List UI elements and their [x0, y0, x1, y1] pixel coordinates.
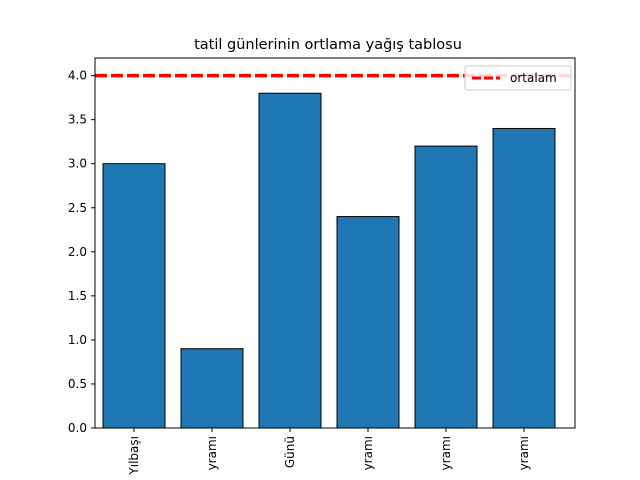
y-tick-label: 2.5 — [68, 201, 87, 215]
y-tick-label: 1.0 — [68, 333, 87, 347]
y-tick-label: 0.0 — [68, 421, 87, 435]
bars-layer — [102, 92, 556, 429]
legend: ortalam — [464, 65, 572, 91]
plot-frame — [94, 57, 576, 429]
y-tick-label: 0.5 — [68, 377, 87, 391]
y-tick-label: 2.0 — [68, 245, 87, 259]
x-tick-label: yramı — [439, 436, 453, 470]
bar — [180, 348, 244, 429]
x-tick-label: Günü — [283, 436, 297, 468]
x-tick-label: yramı — [361, 436, 375, 470]
bar — [336, 216, 400, 429]
bar — [414, 145, 478, 429]
bar — [492, 127, 556, 429]
legend-label: ortalam — [510, 71, 557, 85]
x-axis: Yılbaşı yramı Günü yramı yramı yramı — [127, 428, 531, 476]
y-tick-label: 3.0 — [68, 157, 87, 171]
y-axis: 0.0 0.5 1.0 1.5 2.0 2.5 3.0 3.5 4.0 — [68, 69, 95, 435]
y-tick-label: 3.5 — [68, 113, 87, 127]
x-tick-label: Yılbaşı — [127, 436, 141, 476]
y-tick-label: 4.0 — [68, 69, 87, 83]
x-tick-label: yramı — [517, 436, 531, 470]
legend-box — [464, 65, 572, 91]
y-tick-label: 1.5 — [68, 289, 87, 303]
x-tick-label: yramı — [205, 436, 219, 470]
bar — [102, 163, 166, 429]
bar — [258, 92, 322, 429]
chart-title: tatil günlerinin ortlama yağış tablosu — [194, 37, 462, 53]
